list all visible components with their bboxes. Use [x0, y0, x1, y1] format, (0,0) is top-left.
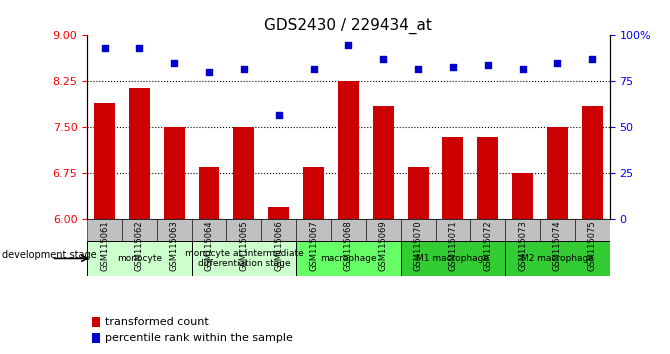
- FancyBboxPatch shape: [157, 219, 192, 241]
- Point: [448, 64, 458, 69]
- FancyBboxPatch shape: [331, 219, 366, 241]
- Text: M2 macrophage: M2 macrophage: [521, 254, 594, 263]
- FancyBboxPatch shape: [401, 241, 505, 276]
- Point: [378, 57, 389, 62]
- FancyBboxPatch shape: [192, 241, 296, 276]
- Text: macrophage: macrophage: [320, 254, 377, 263]
- Text: monocyte at intermediate
differentiation stage: monocyte at intermediate differentiation…: [184, 249, 304, 268]
- Text: GSM115064: GSM115064: [204, 221, 214, 271]
- Text: percentile rank within the sample: percentile rank within the sample: [105, 333, 293, 343]
- Text: development stage: development stage: [2, 250, 96, 260]
- Text: GSM115065: GSM115065: [239, 221, 249, 271]
- Text: GSM115075: GSM115075: [588, 221, 597, 271]
- Point: [517, 66, 528, 72]
- Point: [343, 42, 354, 47]
- Bar: [163, 127, 185, 219]
- Point: [413, 66, 423, 72]
- Text: GSM115068: GSM115068: [344, 221, 353, 271]
- FancyBboxPatch shape: [87, 241, 192, 276]
- FancyBboxPatch shape: [505, 219, 540, 241]
- Bar: [94, 103, 115, 219]
- Bar: [338, 81, 359, 219]
- Point: [134, 45, 145, 51]
- FancyBboxPatch shape: [540, 219, 575, 241]
- FancyBboxPatch shape: [470, 219, 505, 241]
- Point: [308, 66, 319, 72]
- Text: GSM115066: GSM115066: [274, 221, 283, 271]
- FancyBboxPatch shape: [366, 219, 401, 241]
- Point: [482, 62, 493, 68]
- FancyBboxPatch shape: [505, 241, 610, 276]
- Bar: [407, 167, 429, 219]
- Bar: [129, 87, 150, 219]
- Bar: [582, 106, 603, 219]
- Bar: [477, 137, 498, 219]
- Text: M1 macrophage: M1 macrophage: [417, 254, 489, 263]
- Point: [587, 57, 598, 62]
- Text: GSM115073: GSM115073: [518, 221, 527, 271]
- Text: GSM115071: GSM115071: [448, 221, 458, 271]
- Bar: [547, 127, 568, 219]
- FancyBboxPatch shape: [436, 219, 470, 241]
- Bar: [373, 106, 394, 219]
- Bar: [268, 207, 289, 219]
- FancyBboxPatch shape: [261, 219, 296, 241]
- Point: [99, 45, 110, 51]
- FancyBboxPatch shape: [192, 219, 226, 241]
- Text: transformed count: transformed count: [105, 317, 209, 327]
- Text: monocyte: monocyte: [117, 254, 162, 263]
- Bar: [442, 137, 464, 219]
- Text: GSM115061: GSM115061: [100, 221, 109, 271]
- FancyBboxPatch shape: [226, 219, 261, 241]
- Text: GSM115072: GSM115072: [483, 221, 492, 271]
- Text: GSM115067: GSM115067: [309, 221, 318, 271]
- Title: GDS2430 / 229434_at: GDS2430 / 229434_at: [265, 18, 432, 34]
- Text: GSM115074: GSM115074: [553, 221, 562, 271]
- FancyBboxPatch shape: [296, 241, 401, 276]
- Point: [552, 60, 563, 66]
- Point: [169, 60, 180, 66]
- Bar: [92, 317, 100, 327]
- FancyBboxPatch shape: [575, 219, 610, 241]
- Text: GSM115070: GSM115070: [413, 221, 423, 271]
- Text: GSM115062: GSM115062: [135, 221, 144, 271]
- Text: GSM115069: GSM115069: [379, 221, 388, 271]
- Point: [204, 69, 214, 75]
- Bar: [303, 167, 324, 219]
- Bar: [512, 173, 533, 219]
- FancyBboxPatch shape: [122, 219, 157, 241]
- Bar: [233, 127, 255, 219]
- Point: [273, 112, 284, 118]
- Text: GSM115063: GSM115063: [170, 221, 179, 271]
- Bar: [198, 167, 220, 219]
- FancyBboxPatch shape: [401, 219, 436, 241]
- FancyBboxPatch shape: [87, 219, 122, 241]
- Bar: [92, 333, 100, 343]
- Point: [239, 66, 249, 72]
- FancyBboxPatch shape: [296, 219, 331, 241]
